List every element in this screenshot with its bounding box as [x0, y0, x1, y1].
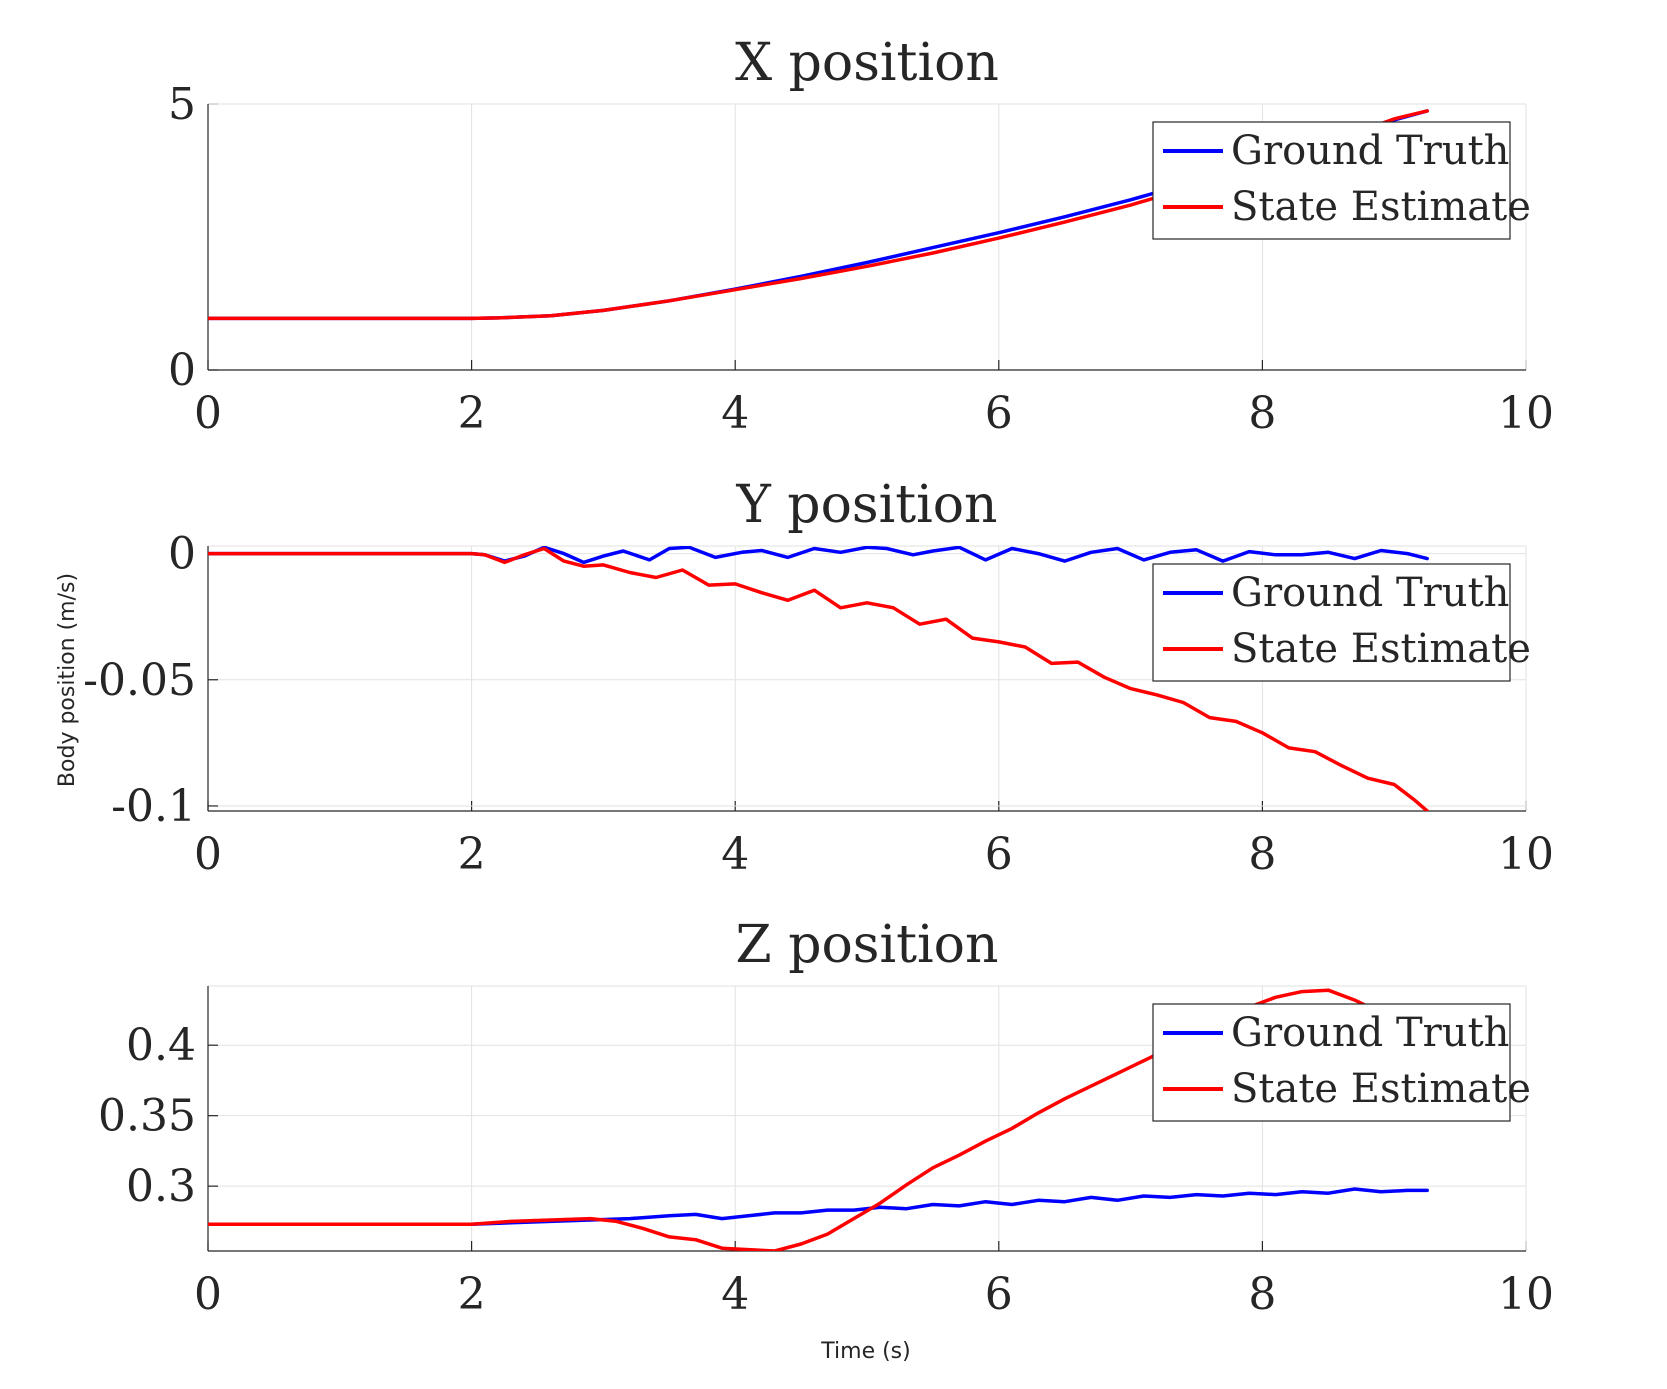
- x-tick-label: 10: [1498, 1269, 1554, 1320]
- y-tick-label: 5: [168, 79, 196, 130]
- y-tick-label: -0.1: [111, 781, 196, 832]
- legend-label-ground-truth: Ground Truth: [1231, 128, 1509, 174]
- chart-title: X position: [735, 33, 999, 93]
- y-tick-label: 0: [168, 345, 196, 396]
- legend-label-state-estimate: State Estimate: [1231, 184, 1531, 230]
- x-axis-label: Time (s): [820, 1339, 910, 1364]
- y-tick-label: 0.4: [126, 1020, 196, 1071]
- y-tick-label: -0.05: [83, 655, 196, 706]
- y-tick-label: 0: [168, 529, 196, 580]
- x-tick-label: 10: [1498, 388, 1554, 439]
- legend-label-state-estimate: State Estimate: [1231, 1066, 1531, 1112]
- x-tick-label: 6: [985, 388, 1013, 439]
- legend: Ground Truth State Estimate: [1152, 563, 1531, 682]
- legend: Ground Truth State Estimate: [1152, 121, 1531, 240]
- legend-label-ground-truth: Ground Truth: [1231, 570, 1509, 616]
- x-tick-label: 4: [721, 388, 749, 439]
- x-tick-label: 0: [194, 388, 222, 439]
- legend: Ground Truth State Estimate: [1152, 1003, 1531, 1122]
- panel-y-position: Y position 0 2 4 6 8 10 0 -0.05 -0.1 Ground Truth S…: [83, 475, 1554, 880]
- y-tick-label: 0.3: [126, 1161, 196, 1212]
- x-tick-label: 2: [458, 1269, 486, 1320]
- x-tick-label: 6: [985, 1269, 1013, 1320]
- legend-box: [1152, 121, 1511, 240]
- x-tick-label: 6: [985, 829, 1013, 880]
- y-tick-label: 0.35: [98, 1091, 196, 1142]
- chart-title: Y position: [735, 475, 997, 535]
- x-tick-label: 10: [1498, 829, 1554, 880]
- x-tick-label: 2: [458, 829, 486, 880]
- legend-box: [1152, 1003, 1511, 1122]
- chart-title: Z position: [736, 915, 999, 975]
- x-tick-label: 8: [1248, 1269, 1276, 1320]
- legend-label-ground-truth: Ground Truth: [1231, 1010, 1509, 1056]
- series-line-ground-truth: [208, 546, 1429, 565]
- series-line-state-estimate: [208, 546, 1429, 811]
- panel-z-position: Z position 0 2 4 6 8 10 0.3 0.35 0.4 Ground Truth S…: [98, 915, 1554, 1320]
- x-tick-label: 8: [1248, 829, 1276, 880]
- x-tick-label: 0: [194, 829, 222, 880]
- y-axis-label: Body position (m/s): [55, 573, 80, 787]
- x-tick-label: 2: [458, 388, 486, 439]
- legend-box: [1152, 563, 1511, 682]
- x-tick-label: 4: [721, 829, 749, 880]
- panel-x-position: X position 0 2 4 6 8 10 0 5 Ground Truth State Est…: [168, 33, 1554, 439]
- x-tick-label: 4: [721, 1269, 749, 1320]
- series-line-ground-truth: [208, 1187, 1429, 1226]
- legend-label-state-estimate: State Estimate: [1231, 626, 1531, 672]
- x-tick-label: 0: [194, 1269, 222, 1320]
- x-tick-label: 8: [1248, 388, 1276, 439]
